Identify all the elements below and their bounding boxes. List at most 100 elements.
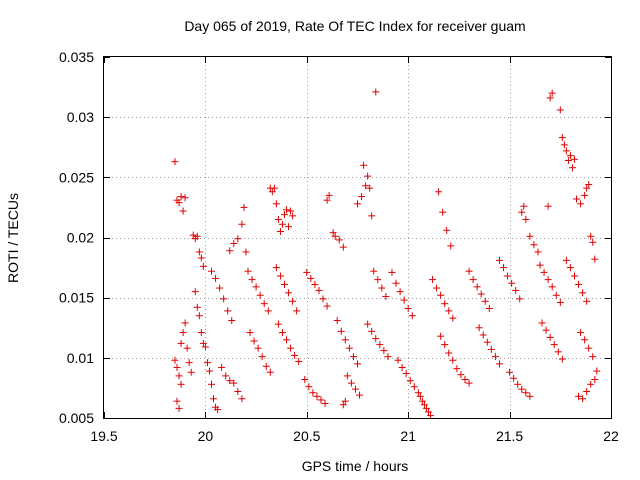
data-point (479, 331, 487, 339)
data-point (274, 320, 282, 328)
y-tick-label: 0.025 (59, 169, 94, 185)
data-point (414, 389, 422, 397)
data-point (406, 377, 414, 385)
data-point (388, 268, 396, 276)
data-point (234, 235, 242, 243)
data-point (250, 337, 258, 345)
data-point (518, 385, 526, 393)
data-point (526, 232, 534, 240)
data-point (272, 264, 280, 272)
data-point (262, 362, 270, 370)
axis-ticks: 19.5 20 20.5 21 21.5 22 0.005 0.01 0.015 0.02 0.02… (59, 49, 619, 444)
data-point (240, 203, 248, 211)
plot-frame (103, 56, 612, 419)
data-point (562, 256, 570, 264)
data-point (400, 296, 408, 304)
data-point (368, 327, 376, 335)
data-point (481, 297, 489, 305)
data-point (343, 372, 351, 380)
data-point (171, 356, 179, 364)
data-point (558, 134, 566, 142)
data-point (577, 329, 585, 337)
data-point (280, 211, 288, 219)
data-point (341, 336, 349, 344)
data-point (514, 380, 522, 388)
data-point (441, 341, 449, 349)
data-point (199, 262, 207, 270)
data-point (205, 367, 213, 375)
data-point (197, 329, 205, 337)
data-point (307, 274, 315, 282)
data-point (293, 307, 301, 315)
data-point (453, 365, 461, 373)
y-tick-label: 0.005 (59, 410, 94, 426)
data-point (530, 241, 538, 249)
data-point (587, 232, 595, 240)
data-point (289, 297, 297, 305)
data-point (562, 147, 570, 155)
data-point (354, 360, 361, 368)
data-point (335, 236, 343, 244)
data-point (445, 307, 453, 315)
x-tick-label: 20 (198, 428, 214, 444)
data-point (441, 300, 449, 308)
data-point (222, 372, 230, 380)
data-point (542, 326, 550, 334)
data-point (339, 243, 347, 251)
data-point (520, 202, 528, 210)
data-point (376, 341, 384, 349)
data-point (491, 353, 499, 361)
data-point (323, 196, 331, 204)
data-point (570, 272, 578, 280)
data-point (416, 392, 424, 400)
data-point (321, 400, 329, 408)
data-point (583, 388, 591, 396)
data-point (575, 280, 583, 288)
data-point (195, 248, 203, 256)
data-point (189, 231, 197, 239)
data-point (183, 344, 191, 352)
data-point (248, 276, 256, 284)
data-point (317, 396, 325, 404)
data-point (457, 371, 465, 379)
data-point (191, 288, 199, 296)
data-point (554, 348, 562, 356)
data-point (244, 267, 252, 275)
data-point (341, 397, 349, 405)
data-point (351, 385, 359, 393)
data-point (427, 412, 435, 420)
data-point (295, 357, 303, 365)
data-point (218, 363, 226, 371)
data-point (575, 392, 583, 400)
data-point (469, 276, 477, 284)
y-tick-label: 0.015 (59, 290, 94, 306)
data-point (323, 302, 331, 310)
data-point (568, 164, 576, 172)
data-point (315, 286, 323, 294)
data-point (581, 336, 589, 344)
data-point (171, 158, 179, 166)
x-tick-label: 19.5 (90, 428, 117, 444)
data-point (429, 276, 437, 284)
data-point (447, 242, 455, 250)
data-point (392, 279, 400, 287)
data-point (276, 272, 284, 280)
data-point (536, 261, 544, 269)
data-point (291, 351, 299, 359)
data-point (422, 404, 430, 412)
data-point (408, 312, 416, 320)
y-tick-label: 0.02 (67, 230, 94, 246)
data-point (583, 184, 591, 192)
data-point (477, 290, 485, 298)
data-point (508, 279, 516, 287)
data-point (238, 220, 246, 228)
data-point (500, 264, 508, 272)
data-point (550, 341, 558, 349)
data-point (201, 343, 209, 351)
data-point (203, 359, 211, 367)
data-point (420, 401, 428, 409)
data-point (546, 94, 554, 102)
data-point (242, 248, 250, 256)
data-point (303, 268, 311, 276)
data-point (573, 195, 581, 203)
